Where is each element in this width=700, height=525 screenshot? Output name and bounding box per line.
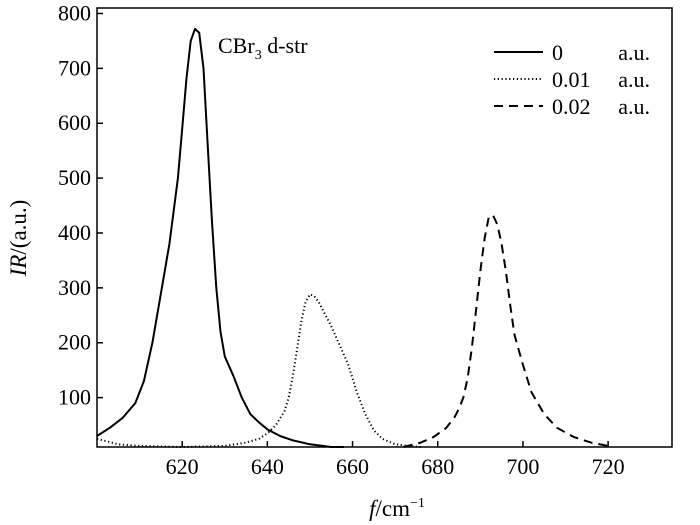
x-tick-label: 660	[336, 454, 369, 479]
y-tick-label: 200	[58, 330, 91, 355]
y-tick-label: 700	[58, 55, 91, 80]
y-tick-label: 100	[58, 385, 91, 410]
legend-name-1: 0.01	[552, 67, 591, 92]
plot-area	[96, 7, 673, 448]
x-tick-label: 720	[592, 454, 625, 479]
y-tick-label: 400	[58, 220, 91, 245]
y-axis-ticks: 100 200 300 400 500 600 700 800	[58, 0, 103, 410]
series-line-2	[403, 214, 609, 448]
y-tick-label: 800	[58, 0, 91, 25]
plot-frame	[96, 7, 673, 448]
y-tick-label: 300	[58, 275, 91, 300]
chart-annotation: CBr3 d-str	[218, 33, 308, 63]
x-tick-label: 620	[166, 454, 199, 479]
y-tick-label: 600	[58, 110, 91, 135]
x-tick-label: 640	[251, 454, 284, 479]
y-axis-title: IR/(a.u.)	[6, 200, 31, 278]
legend-unit-0: a.u.	[618, 40, 650, 65]
x-tick-label: 700	[506, 454, 539, 479]
x-axis-title: f/cm−1	[369, 496, 425, 521]
x-tick-label: 680	[421, 454, 454, 479]
y-tick-label: 500	[58, 165, 91, 190]
x-axis-ticks: 620 640 660 680 700 720	[166, 441, 625, 479]
legend-unit-1: a.u.	[618, 67, 650, 92]
legend-unit-2: a.u.	[618, 94, 650, 119]
legend: 0 a.u. 0.01 a.u. 0.02 a.u.	[494, 40, 650, 119]
series-line-0	[96, 27, 344, 448]
legend-name-2: 0.02	[552, 94, 591, 119]
curves	[96, 27, 609, 448]
legend-name-0: 0	[552, 40, 563, 65]
